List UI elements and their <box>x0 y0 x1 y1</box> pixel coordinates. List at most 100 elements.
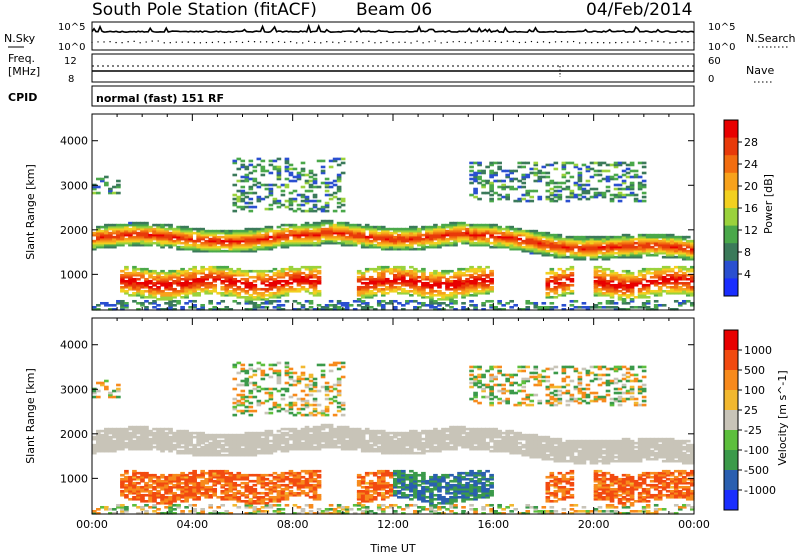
scatter-cell <box>469 299 474 303</box>
scatter-cell <box>545 305 551 309</box>
scatter-cell <box>232 387 238 391</box>
scatter-cell <box>340 227 346 231</box>
scatter-cell <box>677 249 683 253</box>
scatter-cell <box>244 191 250 195</box>
scatter-cell <box>136 289 141 293</box>
scatter-cell <box>184 477 189 481</box>
scatter-cell <box>276 305 282 309</box>
scatter-cell <box>609 287 615 291</box>
scatter-cell <box>232 405 238 409</box>
scatter-cell <box>160 437 165 441</box>
scatter-cell <box>208 451 213 455</box>
scatter-cell <box>312 287 318 291</box>
scatter-cell <box>148 443 153 447</box>
scatter-cell <box>633 169 639 173</box>
scatter-cell <box>645 239 651 243</box>
scatter-cell <box>224 293 230 297</box>
scatter-cell <box>597 169 603 173</box>
scatter-cell <box>148 295 153 299</box>
scatter-cell <box>465 269 470 273</box>
scatter-cell <box>188 481 193 485</box>
scatter-cell <box>264 207 270 211</box>
scatter-cell <box>328 231 334 235</box>
scatter-cell <box>296 289 302 293</box>
scatter-cell <box>509 225 514 229</box>
scatter-cell <box>180 305 185 309</box>
scatter-cell <box>601 195 607 199</box>
scatter-cell <box>192 509 197 513</box>
scatter-cell <box>457 283 462 287</box>
scatter-cell <box>184 289 189 293</box>
scatter-cell <box>144 277 149 281</box>
scatter-cell <box>453 291 458 295</box>
scatter-cell <box>252 493 258 497</box>
scatter-cell <box>260 371 266 375</box>
scatter-cell <box>248 275 254 279</box>
scatter-cell <box>172 477 177 481</box>
scatter-cell <box>565 245 571 249</box>
scatter-cell <box>557 197 563 201</box>
scatter-cell <box>260 477 266 481</box>
scatter-cell <box>585 167 591 171</box>
scatter-cell <box>116 233 121 237</box>
scatter-cell <box>196 229 201 233</box>
scatter-cell <box>128 283 133 287</box>
scatter-cell <box>393 269 398 273</box>
scatter-cell <box>300 227 306 231</box>
scatter-cell <box>605 251 611 255</box>
scatter-cell <box>232 481 238 485</box>
scatter-cell <box>541 233 547 237</box>
scatter-cell <box>220 485 226 489</box>
scatter-cell <box>577 245 583 249</box>
scatter-cell <box>613 163 619 167</box>
scatter-cell <box>128 433 133 437</box>
scatter-cell <box>661 303 667 307</box>
scatter-cell <box>260 499 266 503</box>
scatter-cell <box>477 269 482 273</box>
scatter-cell <box>152 473 157 477</box>
scatter-cell <box>569 277 575 281</box>
scatter-cell <box>208 477 213 481</box>
scatter-cell <box>469 231 474 235</box>
scatter-cell <box>204 435 209 439</box>
scatter-cell <box>244 445 250 449</box>
scatter-cell <box>136 241 141 245</box>
scatter-cell <box>533 171 539 175</box>
scatter-cell <box>168 505 173 509</box>
scatter-cell <box>124 279 129 283</box>
scatter-cell <box>176 279 181 283</box>
scatter-cell <box>256 439 262 443</box>
scatter-cell <box>100 241 105 245</box>
scatter-cell <box>228 437 234 441</box>
scatter-cell <box>236 271 242 275</box>
scatter-cell <box>501 183 506 187</box>
scatter-cell <box>120 281 125 285</box>
scatter-cell <box>264 293 270 297</box>
scatter-cell <box>320 241 326 245</box>
scatter-cell <box>168 243 173 247</box>
scatter-cell <box>220 477 226 481</box>
scatter-cell <box>545 287 551 291</box>
scatter-cell <box>300 203 306 207</box>
scatter-cell <box>553 289 559 293</box>
scatter-cell <box>272 229 278 233</box>
scatter-cell <box>517 237 523 241</box>
scatter-cell <box>264 501 270 505</box>
scatter-cell <box>208 493 213 497</box>
scatter-cell <box>240 451 246 455</box>
scatter-cell <box>328 227 334 231</box>
scatter-cell <box>605 289 611 293</box>
scatter-cell <box>152 277 157 281</box>
scatter-cell <box>140 443 145 447</box>
scatter-cell <box>453 281 458 285</box>
scatter-cell <box>272 285 278 289</box>
scatter-cell <box>469 239 474 243</box>
scatter-cell <box>124 479 129 483</box>
scatter-cell <box>413 273 418 277</box>
scatter-cell <box>264 183 270 187</box>
scatter-cell <box>384 233 390 237</box>
scatter-cell <box>136 497 141 501</box>
scatter-cell <box>477 285 482 289</box>
scatter-cell <box>100 445 105 449</box>
nsearch-point <box>590 42 593 44</box>
